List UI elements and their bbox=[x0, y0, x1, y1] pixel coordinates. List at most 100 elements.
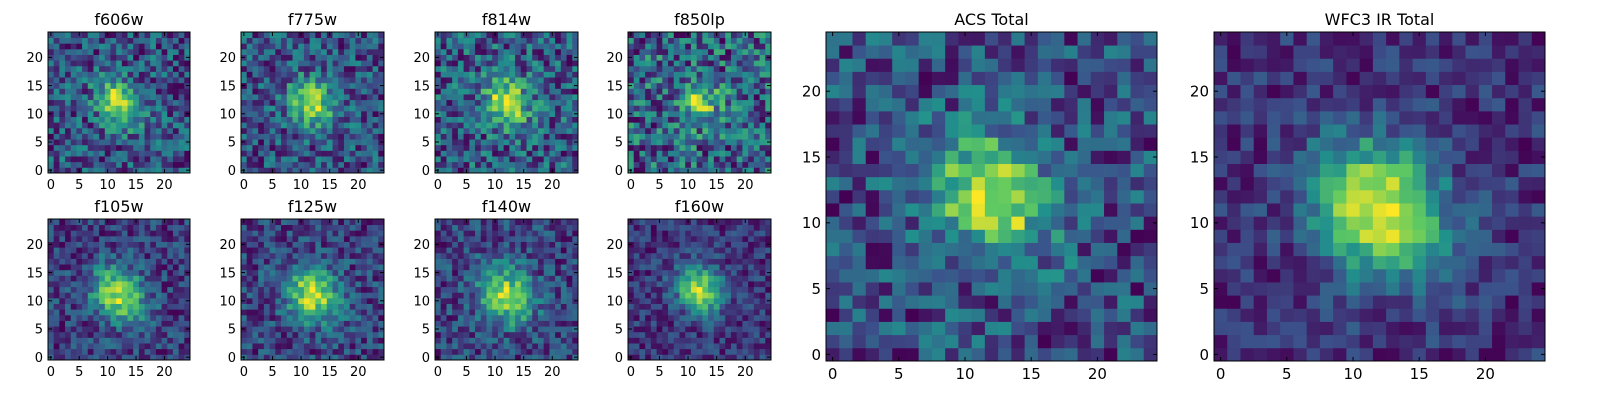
pixel bbox=[104, 122, 111, 129]
pixel bbox=[93, 116, 100, 123]
pixel bbox=[99, 43, 106, 50]
pixel bbox=[241, 88, 248, 95]
pixel bbox=[690, 303, 698, 310]
pixel bbox=[338, 139, 345, 146]
pixel bbox=[520, 88, 527, 95]
pixel bbox=[532, 150, 539, 157]
pixel bbox=[110, 224, 117, 231]
pixel bbox=[549, 264, 556, 271]
pixel bbox=[679, 354, 686, 361]
pixel bbox=[178, 331, 185, 338]
pixel bbox=[492, 275, 499, 282]
pixel bbox=[315, 60, 322, 67]
pixel bbox=[765, 320, 772, 327]
y-tick-label: 0 bbox=[228, 351, 236, 366]
pixel bbox=[549, 230, 556, 237]
pixel bbox=[452, 348, 459, 355]
pixel bbox=[543, 150, 550, 157]
pixel bbox=[361, 286, 368, 293]
pixel bbox=[668, 116, 675, 123]
pixel bbox=[292, 264, 299, 271]
pixel bbox=[172, 82, 180, 89]
pixel bbox=[668, 127, 675, 134]
pixel bbox=[298, 348, 305, 355]
pixel bbox=[355, 309, 362, 316]
pixel bbox=[566, 320, 573, 327]
pixel bbox=[172, 150, 180, 157]
pixel bbox=[343, 252, 351, 259]
pixel bbox=[560, 88, 567, 95]
pixel bbox=[736, 88, 743, 95]
pixel bbox=[440, 150, 447, 157]
pixel bbox=[252, 127, 259, 134]
pixel bbox=[486, 303, 493, 310]
pixel bbox=[725, 88, 732, 95]
pixel bbox=[696, 88, 703, 95]
pixel bbox=[572, 71, 579, 78]
pixel bbox=[184, 314, 191, 321]
pixel bbox=[515, 286, 522, 293]
pixel bbox=[708, 105, 715, 112]
pixel bbox=[713, 320, 720, 327]
pixel bbox=[690, 167, 698, 174]
pixel bbox=[150, 269, 157, 276]
pixel bbox=[673, 105, 680, 112]
pixel bbox=[702, 48, 709, 55]
pixel bbox=[263, 116, 270, 123]
pixel bbox=[161, 303, 168, 310]
pixel bbox=[315, 281, 322, 288]
pixel bbox=[515, 252, 522, 259]
pixel bbox=[748, 167, 755, 174]
pixel bbox=[753, 281, 760, 288]
pixel bbox=[343, 292, 351, 299]
pixel bbox=[99, 292, 106, 299]
pixel bbox=[633, 82, 640, 89]
pixel bbox=[65, 286, 72, 293]
pixel bbox=[509, 161, 516, 168]
pixel bbox=[355, 343, 362, 350]
pixel bbox=[650, 167, 657, 174]
pixel bbox=[446, 156, 453, 163]
pixel bbox=[668, 314, 675, 321]
pixel bbox=[696, 65, 703, 72]
pixel bbox=[281, 116, 288, 123]
pixel bbox=[366, 37, 373, 44]
pixel bbox=[315, 297, 322, 304]
pixel bbox=[48, 309, 55, 316]
pixel bbox=[685, 303, 692, 310]
pixel bbox=[366, 331, 373, 338]
pixel bbox=[258, 219, 265, 226]
pixel bbox=[82, 241, 89, 248]
pixel bbox=[263, 77, 270, 84]
pixel bbox=[116, 331, 123, 338]
pixel bbox=[690, 309, 698, 316]
pixel bbox=[326, 110, 333, 117]
pixel bbox=[685, 88, 692, 95]
pixel bbox=[275, 264, 282, 271]
pixel bbox=[172, 252, 180, 259]
pixel bbox=[53, 281, 60, 288]
pixel bbox=[526, 309, 533, 316]
pixel bbox=[144, 286, 151, 293]
pixel bbox=[133, 230, 140, 237]
pixel bbox=[555, 150, 562, 157]
pixel bbox=[309, 82, 316, 89]
pixel bbox=[656, 292, 663, 299]
pixel bbox=[281, 110, 288, 117]
pixel bbox=[492, 297, 499, 304]
pixel bbox=[252, 82, 259, 89]
pixel bbox=[338, 122, 345, 129]
pixel bbox=[292, 133, 299, 140]
pixel bbox=[748, 314, 755, 321]
pixel bbox=[543, 343, 550, 350]
pixel bbox=[286, 337, 293, 344]
pixel bbox=[765, 292, 772, 299]
pixel bbox=[82, 133, 89, 140]
pixel bbox=[572, 65, 579, 72]
pixel bbox=[252, 348, 259, 355]
pixel bbox=[673, 354, 680, 361]
pixel bbox=[497, 99, 505, 106]
pixel bbox=[263, 314, 270, 321]
y-tick-label: 15 bbox=[26, 266, 43, 281]
